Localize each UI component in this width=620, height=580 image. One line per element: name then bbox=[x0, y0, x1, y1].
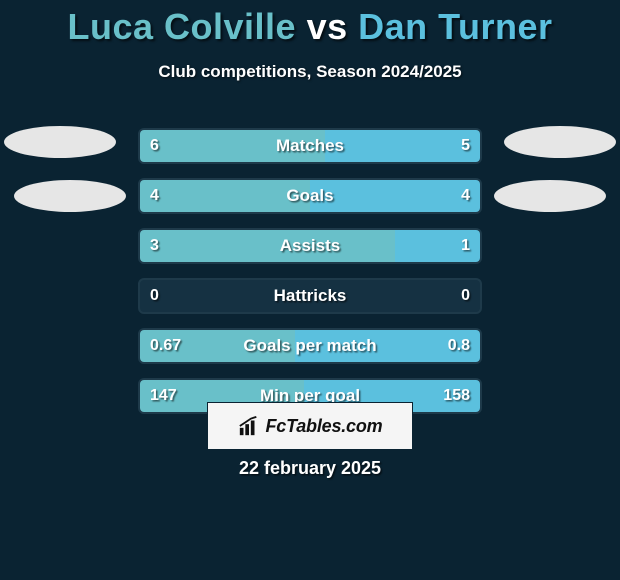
stat-bar-left bbox=[140, 230, 395, 262]
date-label: 22 february 2025 bbox=[0, 458, 620, 479]
player2-name: Dan Turner bbox=[358, 6, 552, 47]
stat-bars: 65Matches 44Goals 31Assists 0 0Hattricks 0.67… bbox=[138, 128, 482, 428]
stat-bar-right bbox=[395, 230, 480, 262]
player1-name: Luca Colville bbox=[67, 6, 296, 47]
stat-row-goals: 44Goals bbox=[138, 178, 482, 214]
stat-row-matches: 65Matches bbox=[138, 128, 482, 164]
player2-photo-placeholder-1 bbox=[504, 126, 616, 158]
stat-bar-right bbox=[310, 180, 480, 212]
stat-bar-right bbox=[295, 330, 480, 362]
stat-bar-left bbox=[140, 130, 325, 162]
player2-photo-placeholder-2 bbox=[494, 180, 606, 212]
player1-photo-placeholder-2 bbox=[14, 180, 126, 212]
stat-row-hattricks: 0 0Hattricks bbox=[138, 278, 482, 314]
stat-row-assists: 31Assists bbox=[138, 228, 482, 264]
comparison-card: Luca Colville vs Dan Turner Club competi… bbox=[0, 6, 620, 580]
subtitle: Club competitions, Season 2024/2025 bbox=[0, 62, 620, 82]
footer-attribution[interactable]: FcTables.com bbox=[207, 402, 413, 450]
stat-row-gpm: 0.670.8Goals per match bbox=[138, 328, 482, 364]
player1-photo-placeholder-1 bbox=[4, 126, 116, 158]
footer-site-label: FcTables.com bbox=[266, 416, 383, 437]
stat-bar-right bbox=[325, 130, 480, 162]
fctables-logo-icon bbox=[238, 415, 260, 437]
stat-value-left: 0 bbox=[150, 280, 159, 312]
stat-bar-left bbox=[140, 180, 310, 212]
stat-value-right: 0 bbox=[461, 280, 470, 312]
stat-bar-left bbox=[140, 330, 295, 362]
vs-label: vs bbox=[307, 6, 348, 47]
stat-label: Hattricks bbox=[140, 280, 480, 312]
page-title: Luca Colville vs Dan Turner bbox=[0, 6, 620, 48]
